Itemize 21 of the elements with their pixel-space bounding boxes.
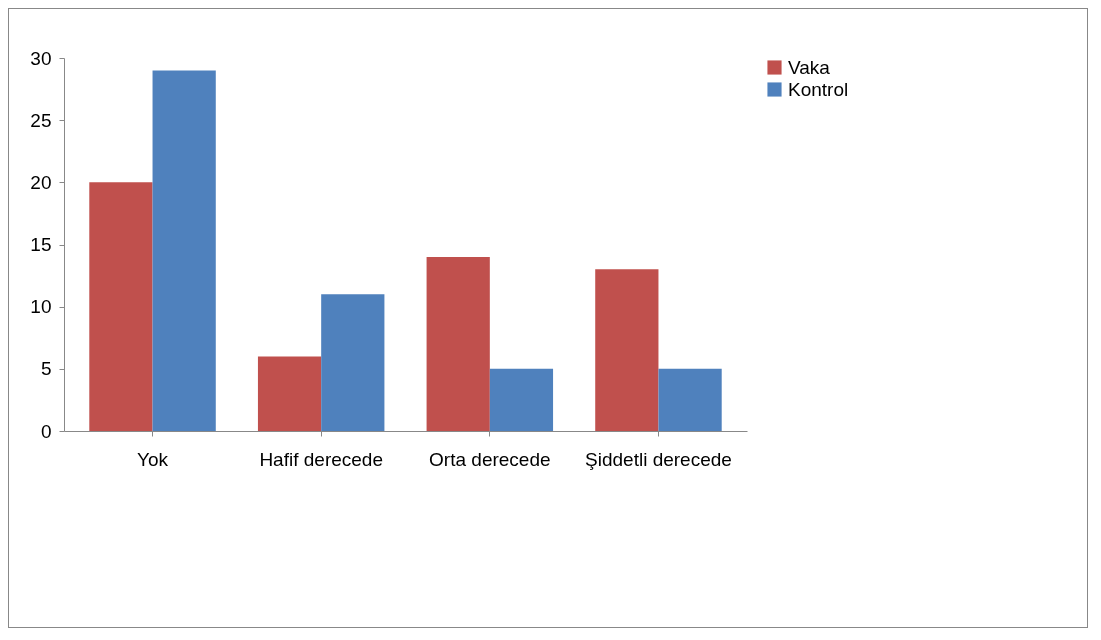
y-tick-label: 30 [30,47,52,69]
y-tick-label: 10 [30,296,52,318]
y-tick-label: 25 [30,109,52,131]
y-tick-label: 5 [40,358,52,380]
bar [257,356,322,431]
x-tick-label: Hafif derecede [259,448,383,470]
x-tick-label: Şiddetli derecede [585,448,732,470]
bar [89,182,153,431]
y-tick-label: 0 [40,420,52,442]
bar [489,368,554,431]
y-tick-label: 15 [30,234,52,255]
legend-label: Vaka [788,56,831,78]
bar [595,269,659,431]
bar [152,70,216,431]
y-tick-label: 20 [30,171,52,193]
x-tick-label: Yok [137,448,169,470]
legend-label: Kontrol [788,78,849,100]
x-tick-label: Orta derecede [429,448,551,470]
bar [426,256,490,431]
bar [658,368,722,431]
bar [321,294,385,431]
